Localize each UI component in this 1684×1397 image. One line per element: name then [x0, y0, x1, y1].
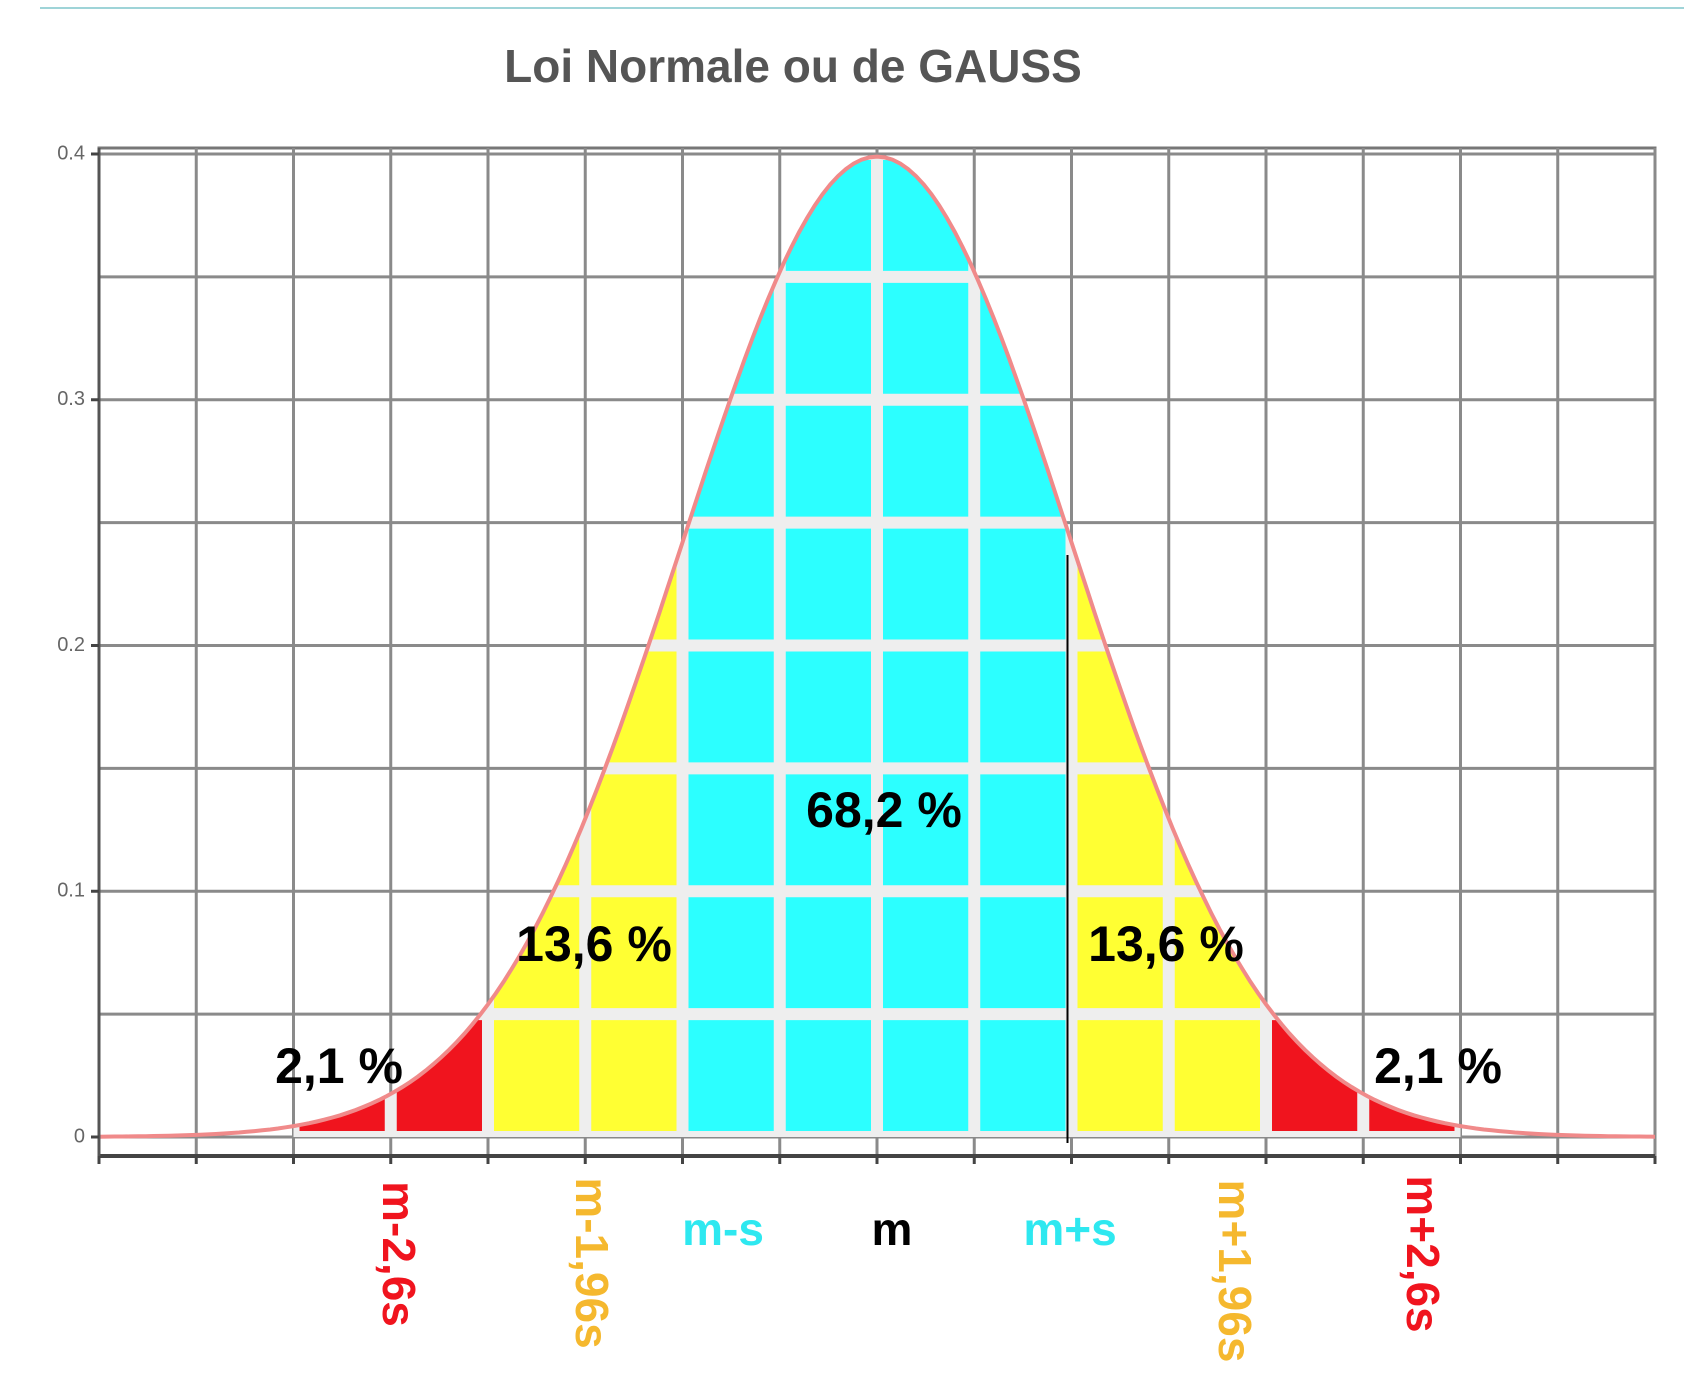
region-area	[1266, 1004, 1461, 1137]
y-tick-label: 0.3	[57, 388, 85, 410]
value-label: 68,2 %	[806, 782, 962, 838]
annotation: m	[872, 1203, 913, 1255]
value-label: 13,6 %	[516, 916, 672, 972]
y-tick-label: 0.2	[57, 634, 85, 656]
annotation: m+s	[1023, 1203, 1116, 1255]
annotation: m-2,6s	[373, 1181, 425, 1327]
value-label: 2,1 %	[1374, 1038, 1502, 1094]
y-tick-label: 0	[74, 1125, 85, 1147]
y-tick-label: 0.4	[57, 142, 85, 164]
chart-title: Loi Normale ou de GAUSS	[504, 40, 1082, 92]
y-tick-label: 0.1	[57, 880, 85, 902]
region-area	[293, 1004, 488, 1137]
density-curve	[98, 154, 1656, 1139]
annotation: m+1,96s	[1209, 1180, 1261, 1363]
annotation: m-s	[682, 1203, 764, 1255]
value-label: 2,1 %	[275, 1038, 403, 1094]
value-label: 13,6 %	[1088, 916, 1244, 972]
annotation: m-1,96s	[566, 1177, 618, 1348]
annotation: m+2,6s	[1397, 1175, 1449, 1332]
